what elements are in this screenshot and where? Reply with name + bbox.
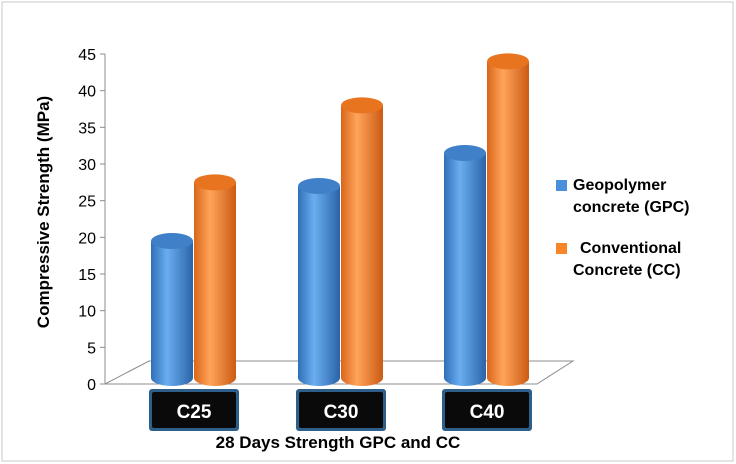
legend-item-cc: Conventional Concrete (CC) bbox=[556, 240, 681, 279]
bar-cc-c40 bbox=[487, 53, 529, 386]
legend-item-gpc: Geopolymer concrete (GPC) bbox=[556, 177, 689, 216]
bar-cc-c30 bbox=[341, 97, 383, 386]
y-axis-title: Compressive Strength (MPa) bbox=[34, 96, 53, 328]
category-label: C25 bbox=[177, 402, 212, 423]
y-tick-label: 40 bbox=[78, 84, 96, 101]
y-tick-label: 35 bbox=[78, 120, 96, 137]
category-c30: C30 bbox=[296, 389, 386, 431]
x-axis-categories: C25 C30 C40 bbox=[149, 389, 532, 431]
legend-swatch bbox=[556, 180, 567, 191]
y-tick-label: 5 bbox=[87, 340, 96, 357]
y-tick-label: 30 bbox=[78, 157, 96, 174]
y-tick-label: 10 bbox=[78, 304, 96, 321]
bar-gpc-c30 bbox=[298, 178, 340, 386]
y-tick-label: 45 bbox=[78, 47, 96, 64]
legend-label: concrete (GPC) bbox=[573, 199, 689, 216]
category-label: C40 bbox=[470, 402, 505, 423]
y-tick-label: 0 bbox=[87, 377, 96, 394]
bar-gpc-c40 bbox=[444, 145, 486, 386]
legend: Geopolymer concrete (GPC) Conventional Conc… bbox=[556, 177, 689, 279]
legend-label: Geopolymer bbox=[573, 177, 666, 194]
legend-swatch bbox=[556, 243, 567, 254]
legend-label: Conventional bbox=[580, 240, 681, 257]
y-tick-label: 15 bbox=[78, 267, 96, 284]
y-tick-label: 25 bbox=[78, 194, 96, 211]
category-c25: C25 bbox=[149, 389, 239, 431]
y-tick-label: 20 bbox=[78, 230, 96, 247]
bar-gpc-c25 bbox=[151, 233, 193, 386]
category-c40: C40 bbox=[442, 389, 532, 431]
x-axis-title: 28 Days Strength GPC and CC bbox=[216, 433, 461, 452]
legend-label: Concrete (CC) bbox=[573, 262, 681, 279]
category-label: C30 bbox=[324, 402, 359, 423]
bar-cc-c25 bbox=[194, 174, 236, 386]
y-axis: 0 5 10 15 20 25 30 35 40 45 bbox=[78, 47, 106, 394]
bars bbox=[151, 53, 529, 386]
